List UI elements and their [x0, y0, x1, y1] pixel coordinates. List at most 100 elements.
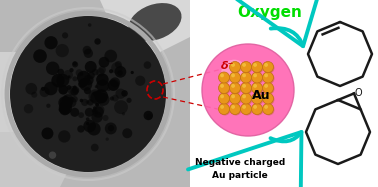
Circle shape: [262, 93, 274, 104]
Circle shape: [88, 23, 91, 27]
Circle shape: [253, 94, 263, 105]
Circle shape: [94, 38, 101, 45]
Circle shape: [229, 72, 240, 83]
Circle shape: [229, 103, 240, 114]
Circle shape: [263, 105, 274, 116]
Circle shape: [263, 84, 274, 94]
Circle shape: [242, 94, 253, 105]
Circle shape: [87, 99, 94, 106]
Circle shape: [92, 109, 95, 112]
Circle shape: [46, 62, 59, 75]
Circle shape: [126, 98, 132, 103]
Bar: [190, 0, 378, 187]
Circle shape: [253, 63, 257, 67]
Polygon shape: [100, 0, 190, 67]
Circle shape: [40, 87, 50, 97]
Circle shape: [264, 94, 268, 98]
Circle shape: [253, 84, 257, 88]
Circle shape: [202, 44, 294, 136]
Circle shape: [91, 112, 103, 123]
Circle shape: [220, 105, 224, 109]
Circle shape: [57, 82, 63, 88]
Circle shape: [10, 16, 166, 172]
Circle shape: [144, 111, 153, 120]
Circle shape: [93, 106, 104, 118]
Circle shape: [66, 97, 76, 107]
Bar: [0, 52, 18, 132]
Circle shape: [94, 105, 104, 115]
Circle shape: [69, 68, 74, 72]
Circle shape: [242, 73, 253, 84]
Circle shape: [95, 85, 98, 88]
Circle shape: [251, 62, 262, 73]
Circle shape: [121, 90, 128, 97]
Circle shape: [231, 94, 242, 105]
Circle shape: [56, 44, 69, 57]
Circle shape: [58, 85, 68, 95]
Circle shape: [25, 83, 37, 95]
Circle shape: [242, 105, 253, 116]
Circle shape: [263, 73, 274, 84]
Circle shape: [96, 73, 109, 86]
Circle shape: [94, 110, 98, 113]
Circle shape: [240, 72, 251, 83]
Circle shape: [33, 49, 47, 63]
Circle shape: [242, 84, 253, 94]
Circle shape: [262, 82, 274, 94]
Circle shape: [59, 101, 72, 115]
Circle shape: [253, 84, 263, 94]
Circle shape: [262, 72, 274, 83]
Circle shape: [104, 50, 117, 62]
Circle shape: [86, 100, 89, 104]
Circle shape: [68, 86, 77, 96]
Circle shape: [240, 103, 251, 114]
Circle shape: [90, 91, 104, 104]
Circle shape: [264, 84, 268, 88]
Circle shape: [96, 92, 107, 103]
Circle shape: [242, 105, 246, 109]
Circle shape: [253, 105, 263, 116]
Circle shape: [80, 83, 85, 88]
Circle shape: [42, 127, 53, 139]
Text: Negative charged
Au particle: Negative charged Au particle: [195, 158, 285, 180]
Circle shape: [220, 73, 231, 84]
Circle shape: [262, 62, 274, 73]
Circle shape: [131, 71, 134, 74]
Circle shape: [262, 103, 274, 114]
Circle shape: [112, 95, 119, 102]
Circle shape: [88, 72, 95, 79]
Circle shape: [68, 75, 71, 78]
Circle shape: [78, 112, 84, 118]
Circle shape: [108, 125, 114, 131]
Circle shape: [70, 88, 79, 96]
Circle shape: [115, 89, 126, 99]
Circle shape: [231, 73, 242, 84]
Circle shape: [95, 103, 99, 107]
Circle shape: [220, 84, 231, 94]
Circle shape: [62, 94, 74, 106]
Circle shape: [231, 105, 235, 109]
Circle shape: [114, 100, 128, 114]
Circle shape: [253, 62, 263, 73]
Circle shape: [263, 94, 274, 105]
Circle shape: [31, 92, 37, 98]
Circle shape: [97, 94, 110, 106]
Circle shape: [253, 105, 257, 109]
Circle shape: [56, 74, 69, 87]
Circle shape: [86, 122, 89, 125]
Circle shape: [91, 144, 99, 151]
Circle shape: [88, 89, 102, 103]
Circle shape: [102, 115, 108, 121]
Circle shape: [122, 128, 132, 138]
Text: δ⁻: δ⁻: [220, 61, 234, 71]
Circle shape: [76, 69, 83, 76]
Circle shape: [242, 94, 246, 98]
Circle shape: [85, 61, 97, 73]
Circle shape: [84, 87, 91, 94]
Circle shape: [59, 96, 73, 110]
Circle shape: [105, 122, 117, 134]
Circle shape: [242, 84, 246, 88]
Circle shape: [72, 76, 77, 81]
Circle shape: [96, 68, 105, 76]
Circle shape: [78, 80, 85, 88]
